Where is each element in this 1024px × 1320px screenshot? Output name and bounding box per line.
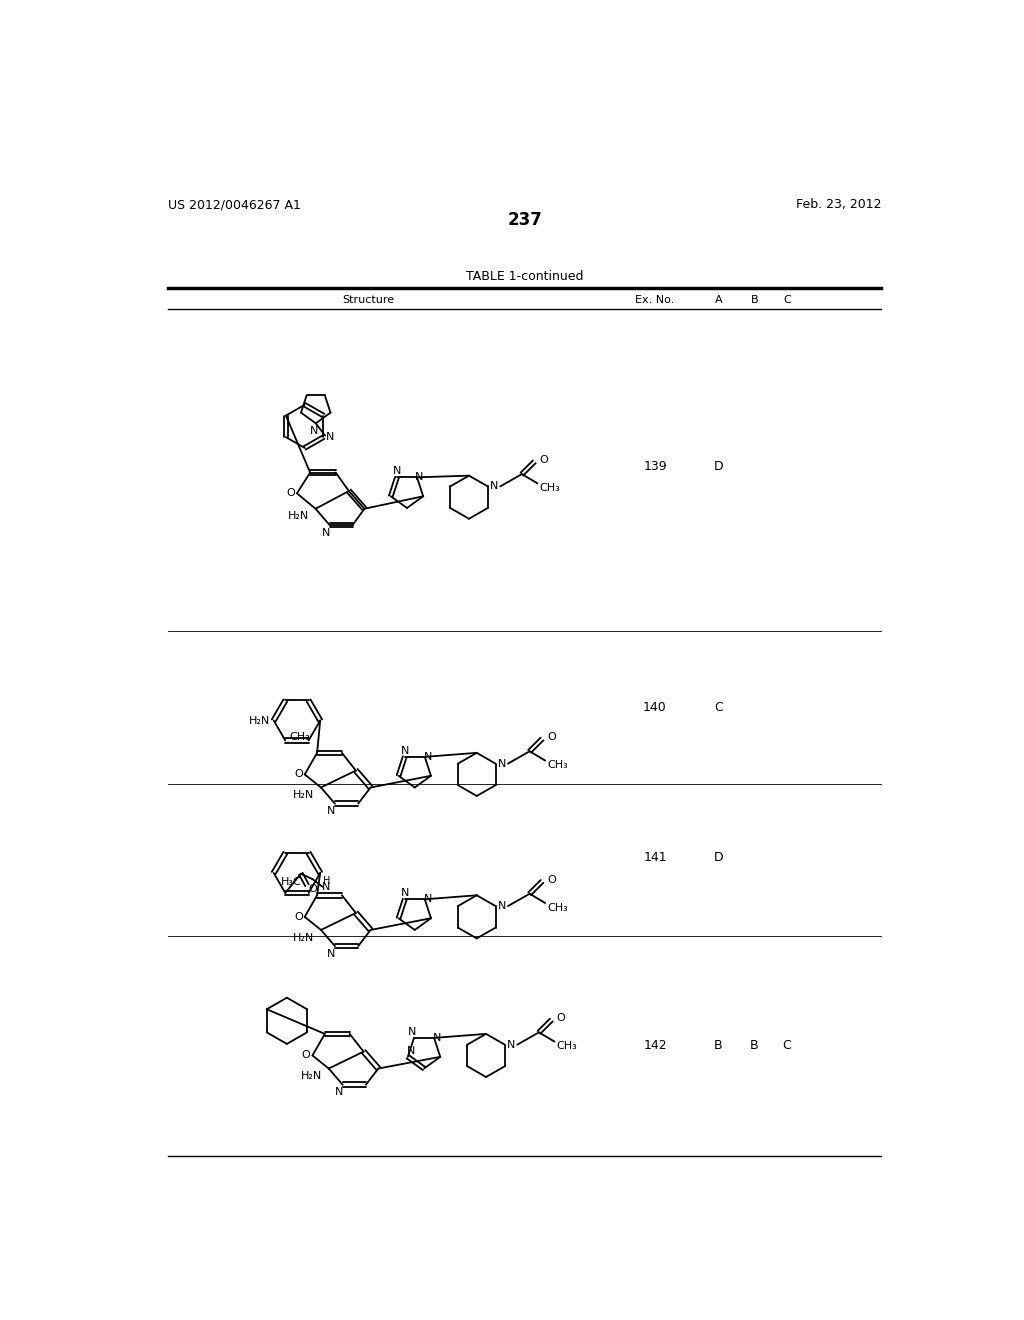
Text: N: N <box>489 482 499 491</box>
Text: N: N <box>327 807 335 816</box>
Text: O: O <box>556 1014 565 1023</box>
Text: H₂N: H₂N <box>288 511 309 521</box>
Text: H₂N: H₂N <box>293 791 314 800</box>
Text: O: O <box>309 884 317 894</box>
Text: H₂N: H₂N <box>301 1072 323 1081</box>
Text: D: D <box>714 851 723 865</box>
Text: O: O <box>294 770 303 779</box>
Text: N: N <box>310 426 318 436</box>
Text: US 2012/0046267 A1: US 2012/0046267 A1 <box>168 198 301 211</box>
Text: C: C <box>782 1039 792 1052</box>
Text: CH₃: CH₃ <box>556 1041 578 1051</box>
Text: B: B <box>714 1039 723 1052</box>
Text: CH₃: CH₃ <box>547 760 568 770</box>
Text: N: N <box>407 1045 415 1056</box>
Text: O: O <box>287 488 295 499</box>
Text: 237: 237 <box>507 211 543 228</box>
Text: N: N <box>335 1088 343 1097</box>
Text: N: N <box>327 949 335 958</box>
Text: CH₃: CH₃ <box>289 731 309 742</box>
Text: N: N <box>400 746 409 755</box>
Text: O: O <box>547 875 556 884</box>
Text: H₂N: H₂N <box>249 715 270 726</box>
Text: N: N <box>424 894 432 904</box>
Text: H: H <box>324 875 331 886</box>
Text: 140: 140 <box>643 701 667 714</box>
Text: B: B <box>750 1039 759 1052</box>
Text: O: O <box>294 912 303 921</box>
Text: Structure: Structure <box>342 296 394 305</box>
Text: N: N <box>326 432 334 442</box>
Text: B: B <box>751 296 758 305</box>
Text: N: N <box>498 759 506 768</box>
Text: O: O <box>540 455 548 465</box>
Text: D: D <box>714 459 723 473</box>
Text: C: C <box>714 701 723 714</box>
Text: 139: 139 <box>643 459 667 473</box>
Text: A: A <box>715 296 722 305</box>
Text: N: N <box>415 473 423 482</box>
Text: N: N <box>507 1040 515 1049</box>
Text: Feb. 23, 2012: Feb. 23, 2012 <box>796 198 882 211</box>
Text: N: N <box>424 752 432 762</box>
Text: C: C <box>783 296 791 305</box>
Text: N: N <box>322 528 330 537</box>
Text: TABLE 1-continued: TABLE 1-continued <box>466 271 584 282</box>
Text: 142: 142 <box>643 1039 667 1052</box>
Text: H₃C: H₃C <box>282 878 302 887</box>
Text: N: N <box>433 1032 441 1043</box>
Text: N: N <box>409 1027 417 1036</box>
Text: N: N <box>393 466 401 477</box>
Text: O: O <box>547 733 556 742</box>
Text: N: N <box>322 882 330 892</box>
Text: N: N <box>498 902 506 911</box>
Text: Ex. No.: Ex. No. <box>635 296 675 305</box>
Text: CH₃: CH₃ <box>540 483 560 492</box>
Text: CH₃: CH₃ <box>547 903 568 912</box>
Text: H₂N: H₂N <box>293 933 314 942</box>
Text: 141: 141 <box>643 851 667 865</box>
Text: O: O <box>302 1051 310 1060</box>
Text: N: N <box>400 888 409 898</box>
